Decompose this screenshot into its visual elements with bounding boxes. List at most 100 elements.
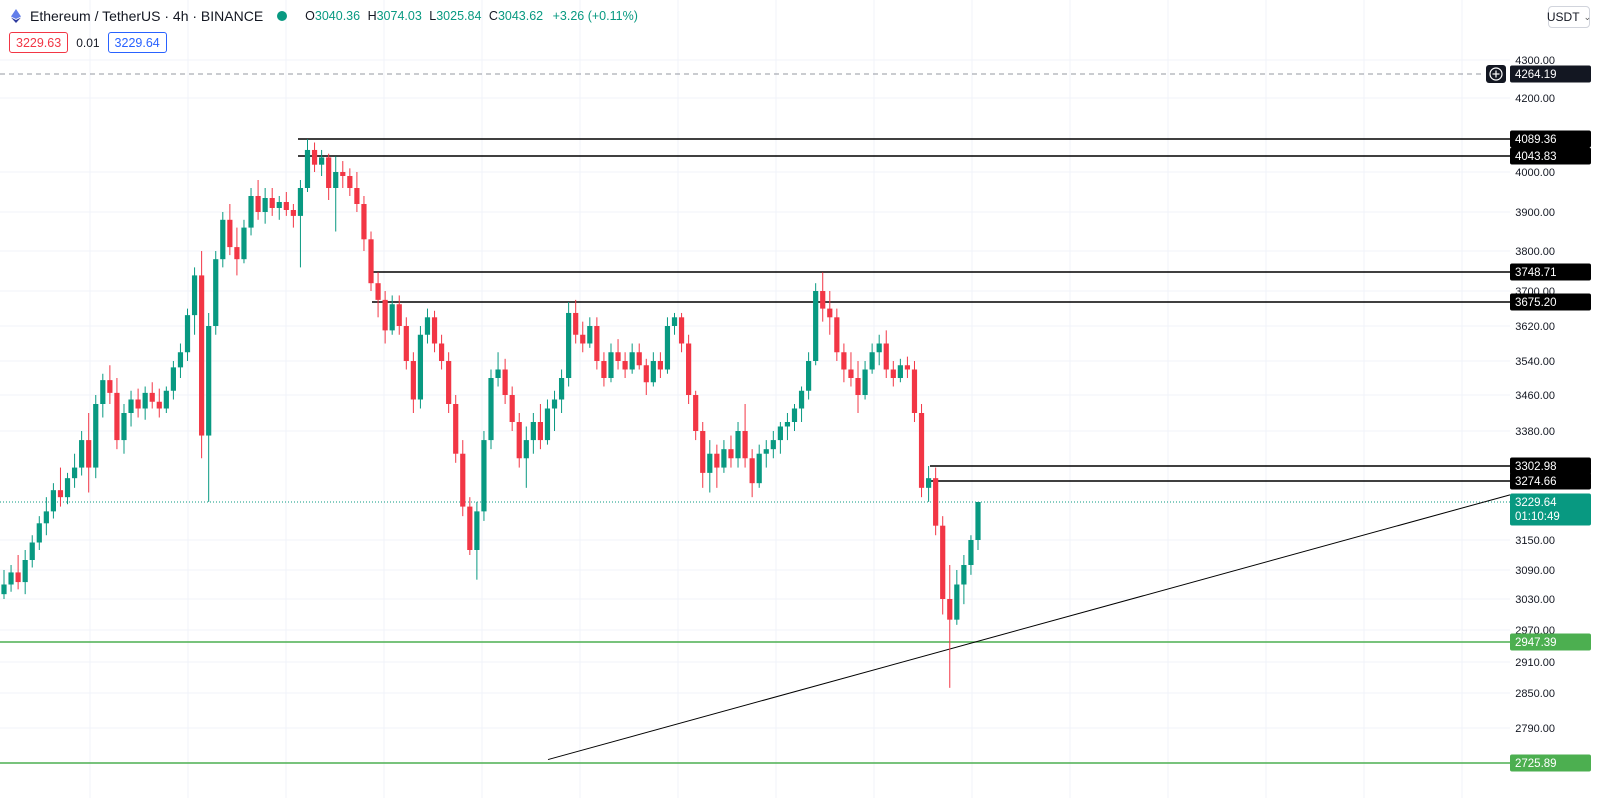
candle-body xyxy=(333,172,339,188)
candle xyxy=(297,180,304,268)
symbol-title[interactable]: Ethereum / TetherUS · 4h · BINANCE xyxy=(30,8,264,24)
candle xyxy=(446,352,452,413)
candle-body xyxy=(707,453,713,473)
candle xyxy=(650,352,656,387)
candle xyxy=(827,291,833,335)
currency-select[interactable]: USDT ⌄ xyxy=(1547,6,1591,28)
candle-body xyxy=(354,188,360,204)
candle xyxy=(276,196,282,220)
candle-body xyxy=(827,308,833,318)
candle-body xyxy=(784,422,791,427)
candle-body xyxy=(890,369,896,378)
candle-body xyxy=(375,283,381,300)
candle-body xyxy=(347,176,353,188)
resistance-price-label: 3274.66 xyxy=(1515,476,1557,488)
candle-body xyxy=(516,422,522,459)
candle xyxy=(798,386,805,422)
candle xyxy=(304,139,311,192)
candle-body xyxy=(869,352,875,370)
sell-button[interactable]: 3229.63 xyxy=(9,32,69,53)
candle xyxy=(36,516,42,550)
candle xyxy=(742,404,748,468)
candle xyxy=(813,283,819,366)
support-price-label: 2947.39 xyxy=(1515,637,1557,649)
candle xyxy=(890,361,896,387)
candle-body xyxy=(170,367,176,391)
candle-body xyxy=(587,326,593,344)
candle xyxy=(220,212,226,268)
candle-body xyxy=(57,490,64,498)
chart-header: Ethereum / TetherUS · 4h · BINANCE O3040… xyxy=(8,6,638,26)
open-label: O xyxy=(305,9,315,23)
resistance-price-label: 4089.36 xyxy=(1515,134,1557,146)
candle xyxy=(128,390,134,427)
candle-body xyxy=(424,317,431,335)
candle xyxy=(234,227,240,276)
candle xyxy=(50,483,57,519)
candle xyxy=(509,386,515,431)
candle-body xyxy=(509,395,515,422)
candle xyxy=(523,426,529,488)
candle xyxy=(100,373,106,418)
candle xyxy=(438,334,445,370)
trendline xyxy=(547,494,1511,761)
candle-body xyxy=(544,408,551,441)
candle-body xyxy=(50,490,57,512)
candle xyxy=(904,356,911,378)
candle-body xyxy=(925,478,932,488)
candle-body xyxy=(177,352,184,368)
candle xyxy=(64,472,71,505)
candle-body xyxy=(446,361,452,404)
candle xyxy=(615,339,621,370)
y-tick-label: 3090.00 xyxy=(1515,565,1555,577)
spread-value: 0.01 xyxy=(76,35,100,50)
resistance-price-label: 3675.20 xyxy=(1515,297,1557,309)
candle-body xyxy=(156,401,162,409)
candle-body xyxy=(467,506,473,550)
candle xyxy=(283,192,289,216)
candle xyxy=(721,440,727,473)
candle-body xyxy=(453,404,459,454)
candle-body xyxy=(191,275,198,316)
candle-body xyxy=(304,149,311,188)
candle-body xyxy=(714,453,720,468)
candle-body xyxy=(79,440,85,468)
candle-body xyxy=(848,369,854,378)
candle-body xyxy=(36,523,42,543)
candle xyxy=(396,295,402,335)
candle xyxy=(241,219,247,264)
candle xyxy=(495,352,501,387)
candle-body xyxy=(227,219,233,248)
resistance-price-label-bg xyxy=(1510,263,1591,281)
buy-button[interactable]: 3229.64 xyxy=(107,32,167,53)
candle-body xyxy=(184,315,191,353)
add-alert-icon[interactable] xyxy=(1486,65,1506,83)
candle-body xyxy=(276,202,282,208)
candle-body xyxy=(855,378,861,395)
candle-body xyxy=(368,239,374,284)
candle xyxy=(213,251,219,335)
candle xyxy=(947,565,953,688)
candle-body xyxy=(636,352,642,366)
candle xyxy=(319,149,325,176)
candle xyxy=(410,352,416,413)
candle-body xyxy=(594,326,600,361)
y-tick-label: 3380.00 xyxy=(1515,426,1555,438)
candle-body xyxy=(199,275,205,436)
ohlc-values: O3040.36 H3074.03 L3025.84 C3043.62 +3.2… xyxy=(301,9,638,23)
candle xyxy=(530,413,536,454)
y-tick-label: 2910.00 xyxy=(1515,657,1555,669)
candle xyxy=(940,516,946,615)
candle-body xyxy=(488,378,494,441)
candle xyxy=(255,180,261,220)
candle xyxy=(71,453,78,488)
candle-body xyxy=(403,326,409,361)
candle xyxy=(558,369,565,413)
candle xyxy=(333,156,339,232)
candle-body xyxy=(15,572,21,583)
candle xyxy=(918,404,925,498)
candle xyxy=(403,317,409,370)
market-open-indicator xyxy=(277,11,288,21)
candle xyxy=(975,501,981,550)
